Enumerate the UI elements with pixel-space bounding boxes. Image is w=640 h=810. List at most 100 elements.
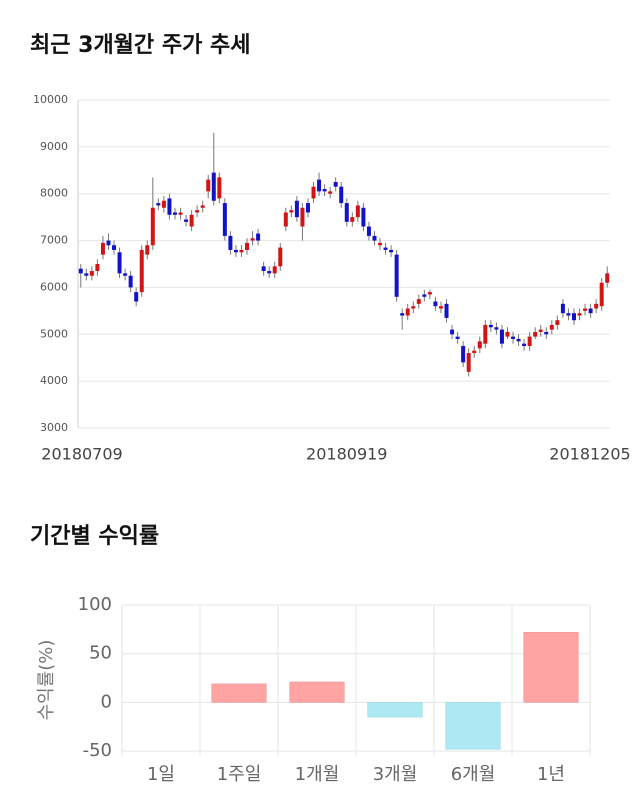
candle-body [239,249,244,253]
candle-body [466,353,471,372]
candle-body [516,338,521,342]
y-tick-label: 4000 [40,374,68,387]
candle-body [394,254,399,297]
candle-body [195,210,200,213]
candle-body [450,329,455,335]
candle-body [533,331,538,337]
candle-body [583,308,588,311]
candle-body [95,264,100,272]
candle-body [511,336,516,339]
candle-body [444,303,449,318]
candle-body [222,203,227,236]
candle-body [139,249,144,293]
candle-body [289,210,294,213]
candle-body [317,179,322,192]
candle-body [189,214,194,227]
candle-body [422,294,427,297]
candle-body [355,205,360,218]
y-tick-label: 100 [78,594,112,615]
candle-body [78,268,83,274]
candle-body [588,308,593,314]
candle-body [483,324,488,344]
candle-body [461,346,466,363]
candle-body [250,238,255,241]
candle-body [438,306,443,309]
x-tick-label: 20181205 [549,445,630,464]
y-tick-label: 7000 [40,234,68,247]
x-tick-label: 1년 [537,764,565,785]
candle-body [322,189,327,192]
candle-body [294,200,299,218]
candle-body [472,350,477,354]
candle-body [156,203,161,206]
x-tick-label: 20180919 [306,445,387,464]
candle-body [427,292,432,295]
x-tick-label: 1주일 [217,764,262,785]
candle-body [361,207,366,227]
candle-body [594,303,599,309]
candle-body [117,252,122,274]
candle-body [328,191,333,194]
candle-body [571,313,576,321]
y-tick-label: 10000 [33,93,68,106]
candle-body [605,273,610,283]
y-tick-label: 5000 [40,327,68,340]
y-tick-label: 3000 [40,421,68,434]
candle-body [256,233,261,241]
candle-body [272,266,277,274]
candle-body [211,172,216,201]
candle-body [455,336,460,339]
candle-body [106,240,111,246]
x-tick-label: 20180709 [41,445,122,464]
candle-body [566,313,571,316]
candle-body [206,179,211,192]
candle-body [128,275,133,288]
bar [211,683,267,703]
candle-body [477,341,482,349]
candle-body [305,203,310,213]
candle-body [161,200,166,208]
candle-body [283,212,288,227]
candle-body [134,292,139,302]
candle-body [433,301,438,307]
candle-body [494,327,499,330]
candle-body [150,207,155,246]
y-tick-label: 9000 [40,140,68,153]
candle-body [200,205,205,208]
candle-body [350,217,355,222]
candle-body [366,226,371,236]
candle-body [372,235,377,241]
candle-body [527,336,532,346]
y-axis-label: 수익률(%) [36,640,57,721]
candle-body [89,271,94,276]
candle-body [344,203,349,222]
candle-body [145,245,150,255]
candle-body [172,212,177,215]
candle-body [544,331,549,335]
bar [289,681,345,703]
candle-body [333,182,338,187]
x-tick-label: 3개월 [373,764,418,785]
candle-body [228,235,233,250]
chart-title: 기간별 수익률 [30,524,159,549]
candle-body [339,186,344,204]
y-tick-label: 0 [101,691,112,712]
candle-body [389,249,394,253]
candle-body [261,266,266,272]
candle-body [400,313,405,316]
candle-body [184,219,189,222]
x-tick-label: 6개월 [451,764,496,785]
chart-title: 최근 3개월간 주가 추세 [30,33,250,58]
candle-body [123,273,128,276]
candle-body [300,207,305,227]
bar [445,702,501,750]
candle-body [178,212,183,215]
candle-body [100,242,105,255]
candle-body [233,249,238,253]
candle-body [383,247,388,250]
candle-body [499,329,504,344]
candle-body [522,343,527,346]
candle-body [577,313,582,316]
